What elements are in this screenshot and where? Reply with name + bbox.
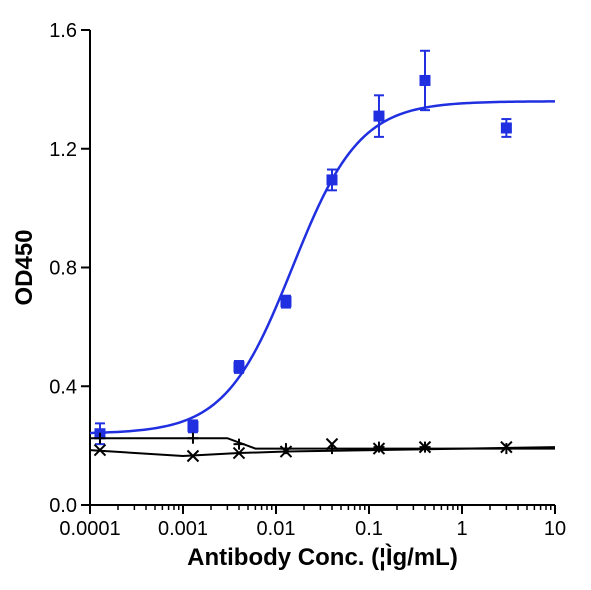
chart-container: 0.0 0.4 0.8 1.2 1.6 OD450 0.0001 0.001 0.01 0.1 1 1… <box>0 0 591 590</box>
x-axis-label: Antibody Conc. (¦Ìg/mL) <box>187 543 458 571</box>
x-tick-label: 10 <box>544 518 566 540</box>
x-tick-label: 0.1 <box>355 518 383 540</box>
series-control-plus-line <box>90 438 555 448</box>
marker-square <box>281 297 291 307</box>
marker-plus <box>187 433 198 444</box>
marker-square <box>327 175 337 185</box>
y-tick-label: 0.8 <box>49 258 77 280</box>
marker-square <box>234 362 244 372</box>
y-tick-label: 1.2 <box>49 139 77 161</box>
marker-square <box>188 421 198 431</box>
x-tick-label: 0.01 <box>257 518 296 540</box>
x-tick-label: 1 <box>456 518 467 540</box>
y-tick-label: 0.0 <box>49 495 77 517</box>
marker-plus <box>501 443 512 454</box>
y-tick-label: 0.4 <box>49 376 77 398</box>
series-experimental-curve <box>90 101 555 433</box>
chart-svg: 0.0 0.4 0.8 1.2 1.6 OD450 0.0001 0.001 0.01 0.1 1 1… <box>0 0 591 590</box>
y-tick-label: 1.6 <box>49 20 77 42</box>
marker-square <box>501 123 511 133</box>
x-tick-label: 0.0001 <box>59 518 120 540</box>
marker-square <box>420 75 430 85</box>
x-tick-label: 0.001 <box>158 518 208 540</box>
marker-square <box>374 111 384 121</box>
y-axis-label: OD450 <box>11 229 38 305</box>
